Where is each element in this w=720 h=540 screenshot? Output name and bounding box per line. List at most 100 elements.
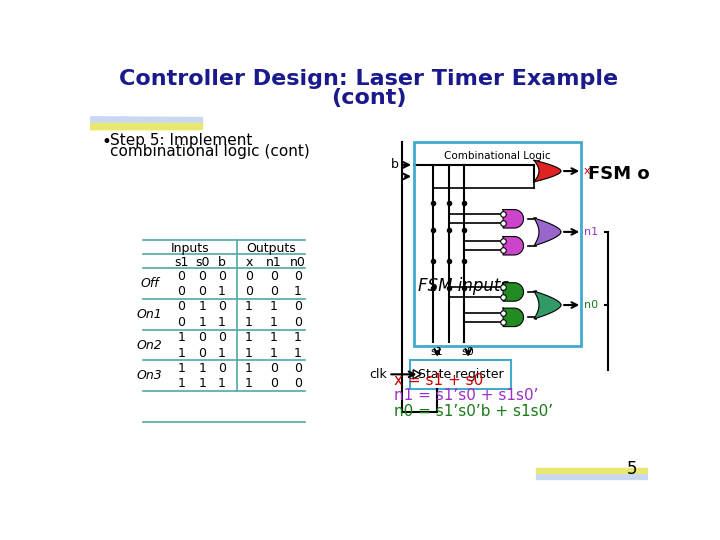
Bar <box>181 117 182 123</box>
Bar <box>115 117 116 123</box>
Bar <box>130 117 131 123</box>
Bar <box>103 117 104 123</box>
Bar <box>135 117 137 123</box>
Bar <box>90 117 91 123</box>
Bar <box>90 123 91 129</box>
Bar <box>163 123 165 129</box>
Bar <box>104 123 105 129</box>
Bar <box>98 117 99 123</box>
Bar <box>113 117 114 123</box>
Bar <box>414 142 580 346</box>
Bar <box>107 117 109 123</box>
Bar <box>109 123 111 129</box>
Bar <box>165 123 166 129</box>
Text: 0: 0 <box>245 269 253 282</box>
Text: 1: 1 <box>218 316 225 329</box>
Bar <box>181 123 182 129</box>
Bar <box>168 117 169 123</box>
Bar <box>186 123 188 129</box>
Text: 0: 0 <box>199 269 207 282</box>
Bar <box>126 123 127 129</box>
Bar <box>96 117 98 123</box>
Text: 0: 0 <box>177 300 186 313</box>
Bar <box>177 123 178 129</box>
Bar <box>159 123 161 129</box>
Bar <box>193 123 194 129</box>
Bar <box>144 117 145 123</box>
Bar <box>152 117 153 123</box>
Bar <box>148 117 150 123</box>
Bar <box>91 117 92 123</box>
Text: 0: 0 <box>199 347 207 360</box>
Text: 0: 0 <box>177 269 186 282</box>
Text: b: b <box>218 256 225 269</box>
Bar <box>132 123 133 129</box>
Bar <box>94 123 96 129</box>
Text: 0: 0 <box>270 269 278 282</box>
Bar <box>169 117 171 123</box>
Bar <box>127 117 128 123</box>
Bar <box>175 117 176 123</box>
Bar <box>173 117 174 123</box>
Bar <box>161 117 163 123</box>
Bar <box>109 117 111 123</box>
Bar <box>113 123 114 129</box>
Text: 1: 1 <box>218 377 225 390</box>
Bar <box>145 117 146 123</box>
Text: 1: 1 <box>178 377 185 390</box>
Text: 1: 1 <box>199 300 207 313</box>
Bar <box>179 117 180 123</box>
Text: Controller Design: Laser Timer Example: Controller Design: Laser Timer Example <box>120 69 618 89</box>
Bar <box>101 117 102 123</box>
Text: 1: 1 <box>245 347 253 360</box>
Bar <box>140 117 141 123</box>
Text: 0: 0 <box>217 362 226 375</box>
Bar <box>197 117 199 123</box>
Bar <box>184 123 186 129</box>
Bar <box>190 123 191 129</box>
Text: 1: 1 <box>270 300 278 313</box>
Bar <box>143 123 144 129</box>
Bar <box>105 123 107 129</box>
Text: x = s1 + s0: x = s1 + s0 <box>394 373 483 388</box>
Bar <box>161 123 163 129</box>
Bar <box>189 123 190 129</box>
Text: Combinational Logic: Combinational Logic <box>444 151 551 161</box>
Text: 0: 0 <box>270 362 278 375</box>
Text: 0: 0 <box>217 300 226 313</box>
Text: Outputs: Outputs <box>246 242 296 255</box>
Text: Off: Off <box>140 277 159 290</box>
Text: 0: 0 <box>199 285 207 298</box>
Text: s1: s1 <box>431 347 444 357</box>
Bar <box>122 117 124 123</box>
Bar <box>173 123 174 129</box>
Bar <box>158 123 160 129</box>
Text: combinational logic (cont): combinational logic (cont) <box>110 144 310 159</box>
Bar <box>157 117 158 123</box>
Text: 1: 1 <box>270 347 278 360</box>
Polygon shape <box>534 291 561 319</box>
Text: 5: 5 <box>627 460 638 478</box>
Bar <box>138 123 139 129</box>
Bar <box>157 123 158 129</box>
Bar <box>102 117 103 123</box>
Bar <box>124 117 125 123</box>
Bar <box>111 117 112 123</box>
Bar <box>118 117 120 123</box>
Bar <box>191 123 192 129</box>
Bar <box>116 117 117 123</box>
Bar <box>156 123 158 129</box>
Bar <box>155 117 156 123</box>
Bar <box>105 117 107 123</box>
Bar <box>150 123 152 129</box>
Bar <box>153 117 154 123</box>
Bar <box>104 117 105 123</box>
Bar <box>158 117 160 123</box>
Polygon shape <box>534 160 561 182</box>
Bar <box>156 117 158 123</box>
Bar <box>152 123 153 129</box>
Text: 1: 1 <box>245 300 253 313</box>
Bar <box>133 123 135 129</box>
Text: 1: 1 <box>199 377 207 390</box>
Bar <box>131 117 132 123</box>
